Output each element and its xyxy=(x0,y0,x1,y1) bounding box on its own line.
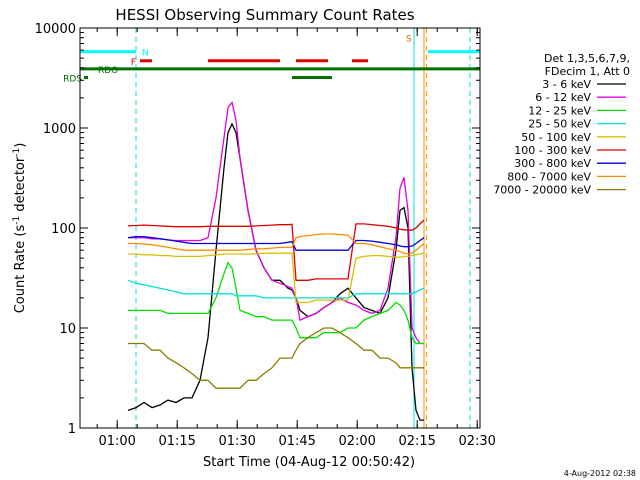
y-axis-label: Count Rate (s-1 detector-1) xyxy=(12,143,28,314)
legend-label-7: 800 - 7000 keV xyxy=(507,170,591,183)
flag-label-rdo: RDO xyxy=(98,66,118,76)
flag-label-f: F xyxy=(131,58,136,68)
x-tick-label-2: 01:30 xyxy=(218,434,255,449)
x-tick-label-0: 01:00 xyxy=(98,434,135,449)
y-tick-label-2: 100 xyxy=(51,222,76,237)
series-line-7 xyxy=(128,233,425,255)
y-axis-label-sup1: -1 xyxy=(12,216,22,225)
series-line-1 xyxy=(128,101,424,345)
legend-label-0: 3 - 6 keV xyxy=(542,78,591,91)
x-axis-label: Start Time (04-Aug-12 00:50:42) xyxy=(203,455,415,470)
series-line-3 xyxy=(127,279,425,299)
legend-label-5: 100 - 300 keV xyxy=(514,144,591,157)
legend-label-4: 50 - 100 keV xyxy=(521,131,591,144)
series-line-2 xyxy=(128,261,424,345)
x-tick-label-4: 02:00 xyxy=(338,434,375,449)
legend-label-3: 25 - 50 keV xyxy=(528,118,591,131)
x-tick-label-5: 02:15 xyxy=(398,434,435,449)
x-tick-label-3: 01:45 xyxy=(278,434,315,449)
y-axis-label-end: ) xyxy=(13,143,28,148)
legend-header-1: FDecim 1, Att 0 xyxy=(545,65,630,78)
x-axis: 01:00 01:15 01:30 01:45 02:00 02:15 02:30 xyxy=(96,28,496,449)
chart-title: HESSI Observing Summary Count Rates xyxy=(115,6,414,24)
y-tick-label-3: 1000 xyxy=(43,122,76,137)
series-line-5 xyxy=(127,219,425,281)
series-line-0 xyxy=(127,122,424,421)
series-line-4 xyxy=(128,252,425,304)
y-axis: 1 10 100 1000 10000 xyxy=(35,22,480,437)
y-axis-label-sup2: -1 xyxy=(12,148,22,157)
legend-header-0: Det 1,3,5,6,7,9, xyxy=(544,52,630,65)
y-axis-label-mid: detector xyxy=(13,156,28,216)
y-tick-label-0: 1 xyxy=(68,422,76,437)
series-line-6 xyxy=(127,235,425,251)
legend-label-1: 6 - 12 keV xyxy=(535,91,591,104)
legend-label-6: 300 - 800 keV xyxy=(514,157,591,170)
legend-label-8: 7000 - 20000 keV xyxy=(493,184,591,197)
flag-label-s: S xyxy=(406,35,412,45)
series-line-8 xyxy=(128,327,424,389)
x-tick-label-1: 01:15 xyxy=(158,434,195,449)
legend-label-2: 12 - 25 keV xyxy=(528,104,591,117)
y-axis-label-main: Count Rate (s xyxy=(13,225,28,314)
footer-timestamp: 4-Aug-2012 02:38 xyxy=(564,469,636,478)
flag-label-rds: RDS xyxy=(63,74,82,84)
flag-label-n: N xyxy=(142,49,149,59)
y-tick-label-4: 10000 xyxy=(35,22,76,37)
plot-area: NF RDO RDS S xyxy=(63,28,480,428)
y-tick-label-1: 10 xyxy=(59,322,76,337)
x-tick-label-6: 02:30 xyxy=(458,434,495,449)
legend: Det 1,3,5,6,7,9,FDecim 1, Att 03 - 6 keV… xyxy=(493,52,630,197)
